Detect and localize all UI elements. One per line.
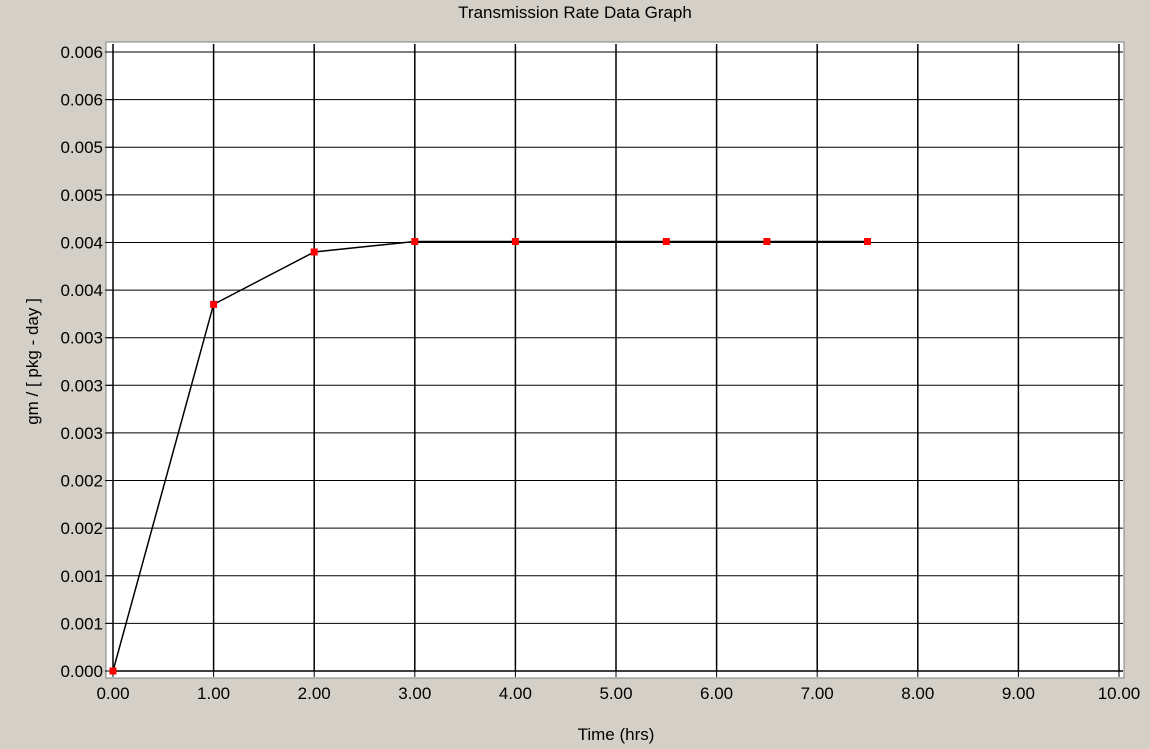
y-tick-label: 0.004 <box>60 233 103 252</box>
y-tick-label: 0.004 <box>60 281 103 300</box>
y-tick-label: 0.003 <box>60 329 103 348</box>
y-tick-label: 0.003 <box>60 376 103 395</box>
series-line <box>112 240 868 672</box>
x-tick-label: 2.00 <box>298 684 331 703</box>
data-point <box>109 667 117 675</box>
axes: 0.00 1.00 2.00 3.00 4.00 5.00 6.00 7.00 8.00 9.00… <box>60 43 1140 703</box>
grid <box>107 44 1123 671</box>
y-tick-label: 0.006 <box>60 43 103 62</box>
y-tick-label: 0.002 <box>60 472 103 491</box>
marker-layer <box>109 238 871 675</box>
data-point <box>864 238 871 246</box>
data-point <box>662 238 670 246</box>
x-tick-label: 5.00 <box>599 684 632 703</box>
data-point <box>411 238 419 246</box>
plot-area <box>105 41 1125 679</box>
y-axis-title: gm / [ pkg - day ] <box>23 298 42 425</box>
x-tick-label: 3.00 <box>398 684 431 703</box>
title-bar: Transmission Rate Data Graph <box>0 0 1150 28</box>
x-axis-title: Time (hrs) <box>578 725 655 744</box>
y-tick-label: 0.001 <box>60 614 103 633</box>
series-layer <box>112 240 868 672</box>
data-point <box>511 238 519 246</box>
data-point <box>763 238 771 246</box>
y-tick-label: 0.002 <box>60 519 103 538</box>
y-tick-label: 0.003 <box>60 424 103 443</box>
x-tick-label: 0.00 <box>96 684 129 703</box>
x-tick-label: 4.00 <box>499 684 532 703</box>
y-tick-label: 0.000 <box>60 662 103 681</box>
window-title: Transmission Rate Data Graph <box>458 3 692 22</box>
y-tick-label: 0.005 <box>60 138 103 157</box>
y-tick-label: 0.005 <box>60 186 103 205</box>
x-tick-label: 7.00 <box>801 684 834 703</box>
x-tick-label: 10.00 <box>1098 684 1141 703</box>
x-tick-label: 9.00 <box>1002 684 1035 703</box>
data-point <box>310 248 318 256</box>
y-tick-label: 0.006 <box>60 91 103 110</box>
x-tick-label: 6.00 <box>700 684 733 703</box>
data-point <box>210 300 218 308</box>
x-tick-label: 8.00 <box>901 684 934 703</box>
y-tick-label: 0.001 <box>60 567 103 586</box>
x-tick-label: 1.00 <box>197 684 230 703</box>
